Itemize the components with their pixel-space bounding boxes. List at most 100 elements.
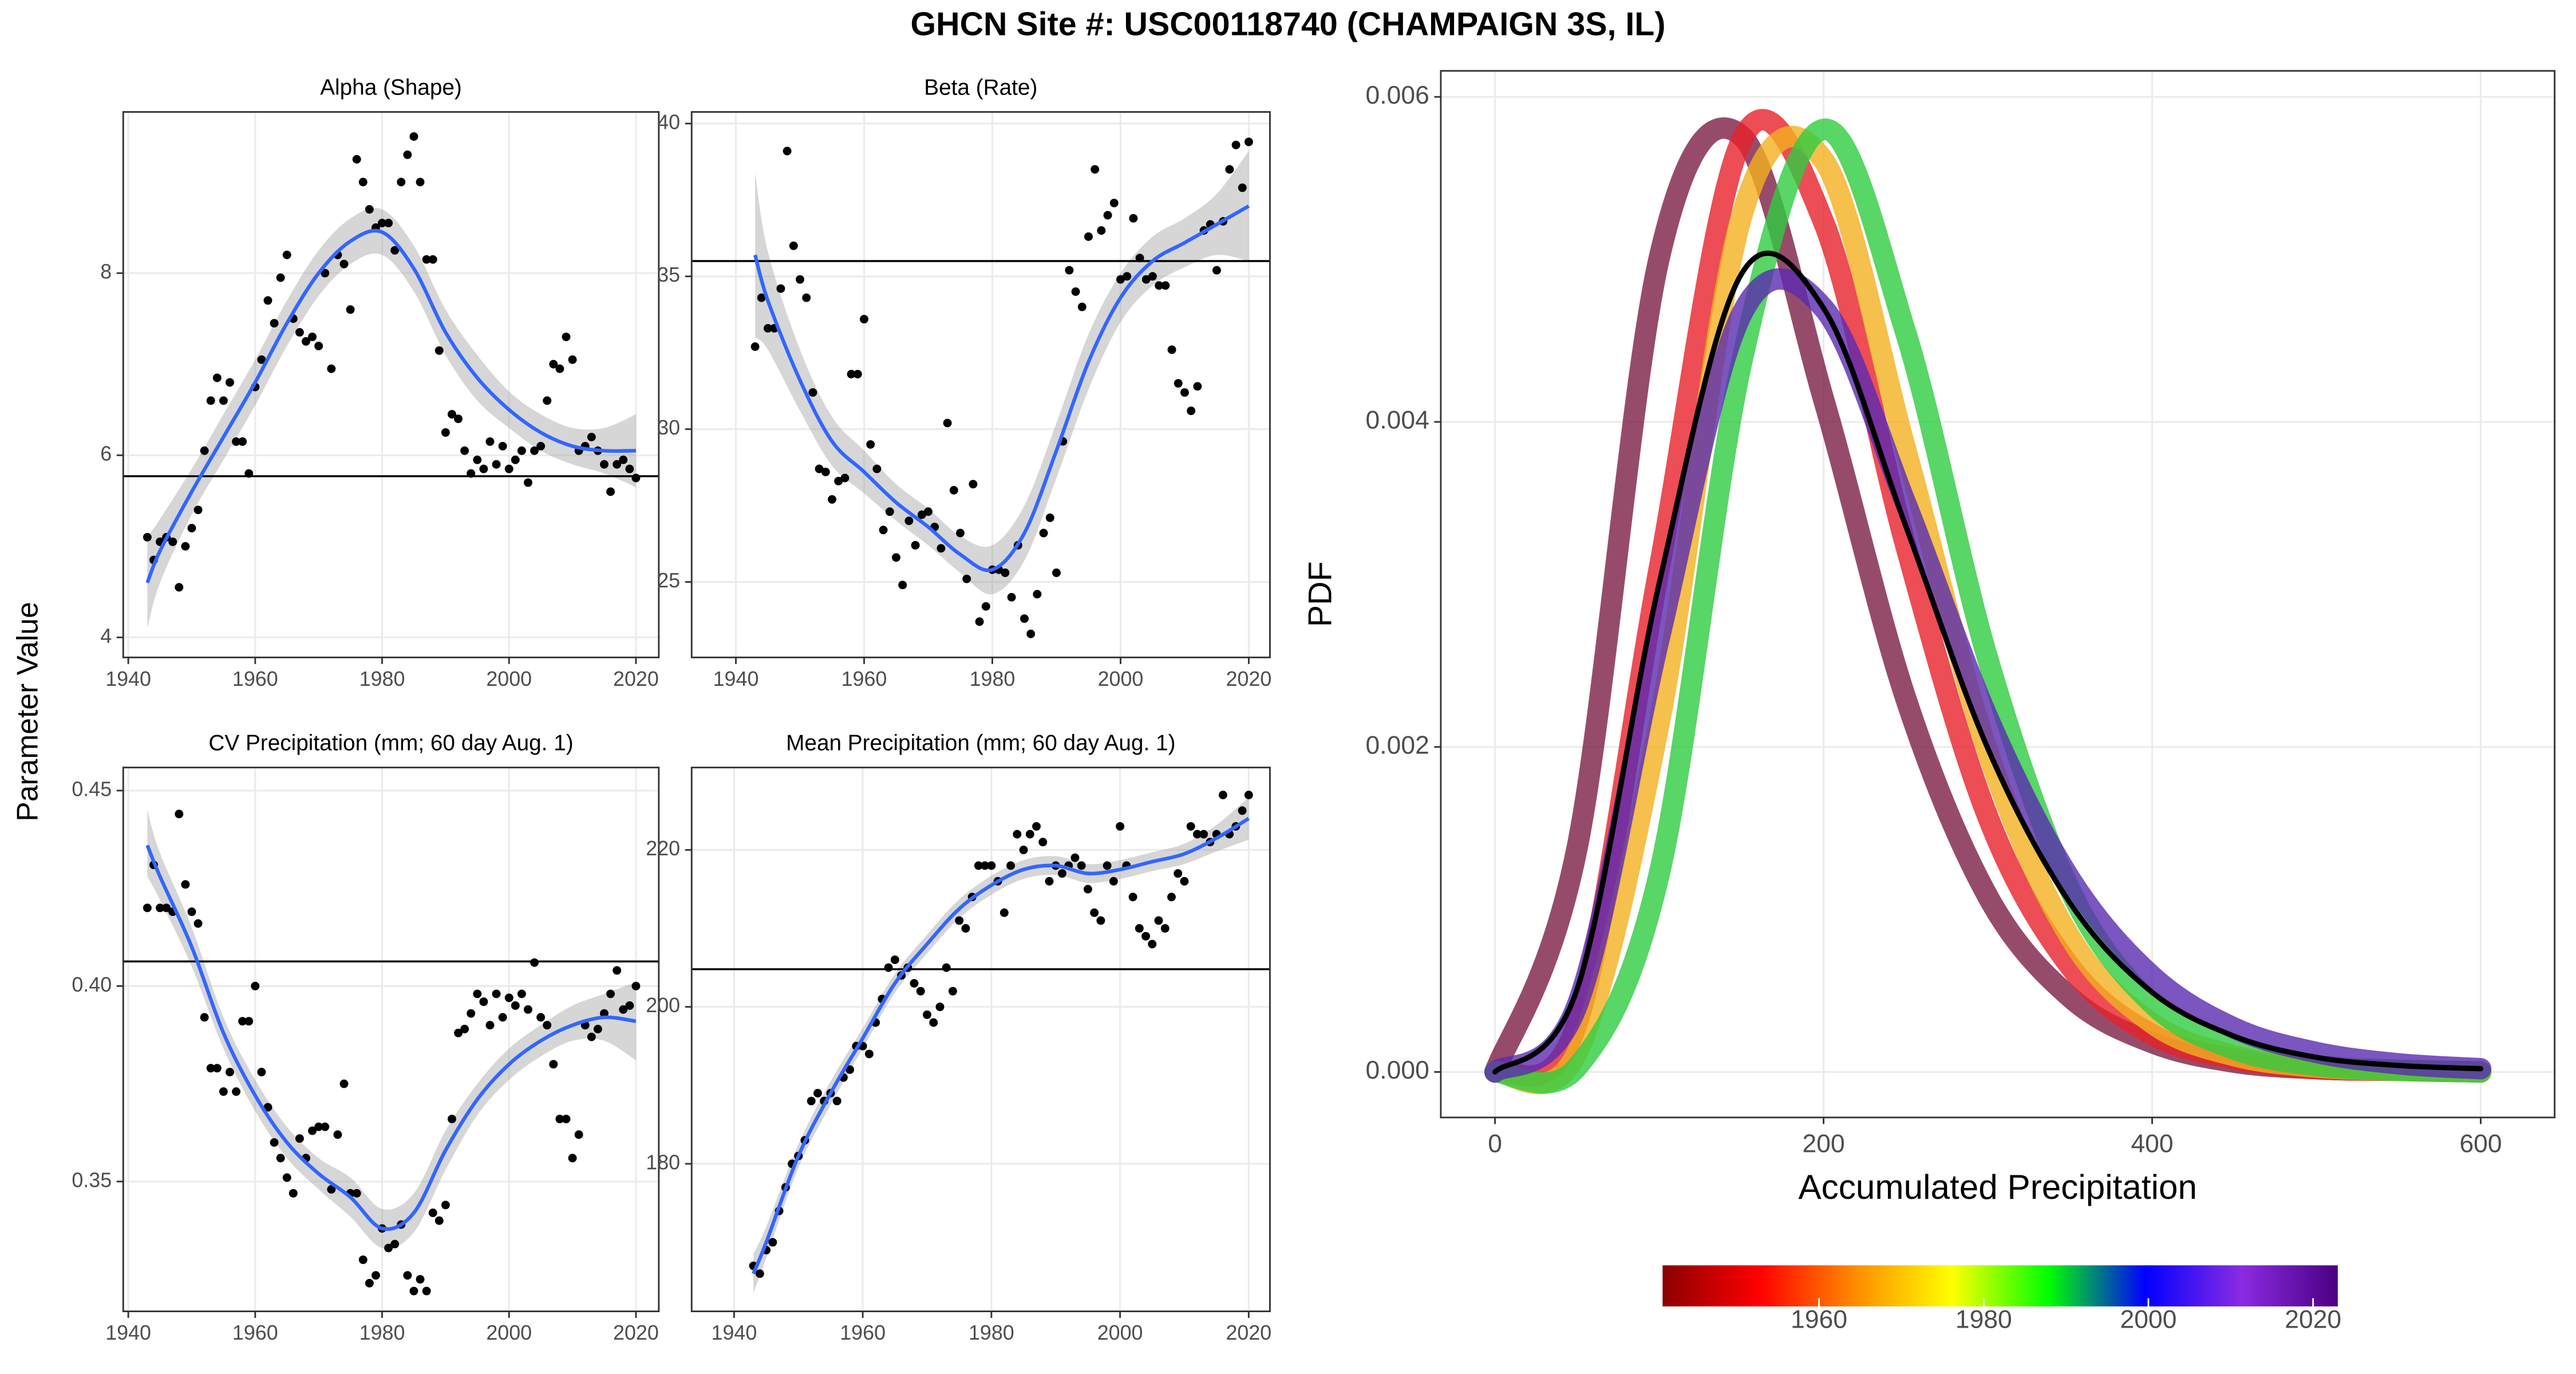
point <box>479 997 488 1006</box>
point <box>834 476 843 485</box>
point <box>974 861 983 870</box>
point <box>352 1189 361 1198</box>
point <box>999 908 1009 917</box>
point <box>238 437 247 446</box>
colorbar <box>1662 1265 2338 1306</box>
panel: 1940 1960 1980 2000 2020 0.35 0.40 0.45 CV Preci… <box>72 731 660 1344</box>
y-axis-title: Parameter Value <box>10 602 44 822</box>
point <box>789 241 798 250</box>
point <box>321 1122 330 1131</box>
y-axis-title: PDF <box>1302 561 1338 627</box>
point <box>397 177 406 187</box>
y-tick-label: 220 <box>646 837 680 860</box>
panel: 1940 1960 1980 2000 2020 4 6 8 Alpha (Shape) <box>100 76 660 690</box>
point <box>600 460 609 469</box>
point <box>276 1154 285 1163</box>
point <box>619 455 628 464</box>
point <box>1033 590 1042 599</box>
pdf-curve <box>1484 119 2492 1094</box>
panel-title: Beta (Rate) <box>924 76 1037 100</box>
point <box>295 1134 304 1143</box>
point <box>1154 916 1163 925</box>
point <box>593 1025 602 1033</box>
point <box>898 581 907 590</box>
point <box>755 1269 764 1278</box>
point <box>847 370 856 378</box>
point <box>1052 568 1061 577</box>
point <box>511 455 520 464</box>
smooth-line <box>145 844 637 1231</box>
point <box>302 337 310 346</box>
point <box>1212 266 1221 275</box>
panel: 1940 1960 1980 2000 2020 25 30 35 40 Beta (Rate) <box>657 76 1271 690</box>
point <box>212 373 222 382</box>
plot-area <box>1484 109 2492 1095</box>
point <box>1238 806 1247 815</box>
panel-border <box>122 111 660 658</box>
point <box>289 1189 298 1198</box>
x-tick-label: 0 <box>1488 1130 1502 1158</box>
confidence-band <box>147 810 636 1249</box>
panel: 1940 1960 1980 2000 2020 180 200 220 Mean Precip… <box>646 731 1271 1345</box>
point <box>911 540 920 550</box>
plot-area <box>692 137 1270 638</box>
point <box>473 455 482 464</box>
plot-background <box>692 112 1270 658</box>
point <box>175 583 184 592</box>
point <box>1090 908 1099 917</box>
point <box>923 1010 931 1019</box>
x-tick-label: 1980 <box>970 668 1016 690</box>
point <box>948 986 957 996</box>
point <box>251 981 260 990</box>
point <box>885 507 894 516</box>
x-tick-label: 1940 <box>105 1321 151 1344</box>
point <box>1077 861 1086 870</box>
x-tick-label: 1960 <box>232 1321 278 1344</box>
point <box>428 255 437 264</box>
point <box>282 1173 291 1182</box>
point <box>447 1115 456 1124</box>
point <box>613 966 622 975</box>
point <box>282 250 291 259</box>
x-tick-label: 2020 <box>1226 668 1272 690</box>
point <box>587 432 596 441</box>
point <box>200 1013 209 1022</box>
point <box>321 269 330 278</box>
point <box>1148 939 1157 949</box>
point <box>1135 924 1144 933</box>
point <box>768 1238 777 1247</box>
x-tick-label: 2000 <box>486 1321 532 1344</box>
point <box>384 219 393 228</box>
point <box>1161 281 1170 290</box>
point <box>1129 214 1138 223</box>
colorbar-tick-label: 1960 <box>1791 1306 1847 1334</box>
point <box>942 963 951 972</box>
point <box>1231 140 1240 149</box>
point <box>1013 830 1022 839</box>
point <box>232 437 241 446</box>
point <box>910 979 919 988</box>
point <box>384 1243 393 1253</box>
point <box>511 1001 520 1010</box>
y-tick-label: 200 <box>646 994 680 1017</box>
y-tick-label: 40 <box>657 110 680 133</box>
point <box>807 1096 816 1105</box>
point <box>568 1154 577 1163</box>
colorbar-tick-label: 2000 <box>2120 1306 2177 1334</box>
point <box>530 958 539 967</box>
point <box>962 574 971 583</box>
point <box>975 617 984 626</box>
point <box>981 861 990 870</box>
point <box>606 989 615 998</box>
point <box>434 346 444 355</box>
point <box>181 880 190 889</box>
x-tick-label: 1940 <box>713 668 759 690</box>
smooth-line <box>752 817 1250 1274</box>
y-tick-label: 0.35 <box>72 1168 112 1191</box>
panel-title: Alpha (Shape) <box>320 76 462 100</box>
point <box>555 1115 564 1124</box>
point <box>929 1018 938 1027</box>
point <box>1084 232 1093 241</box>
point <box>175 810 184 819</box>
point <box>409 1286 418 1296</box>
